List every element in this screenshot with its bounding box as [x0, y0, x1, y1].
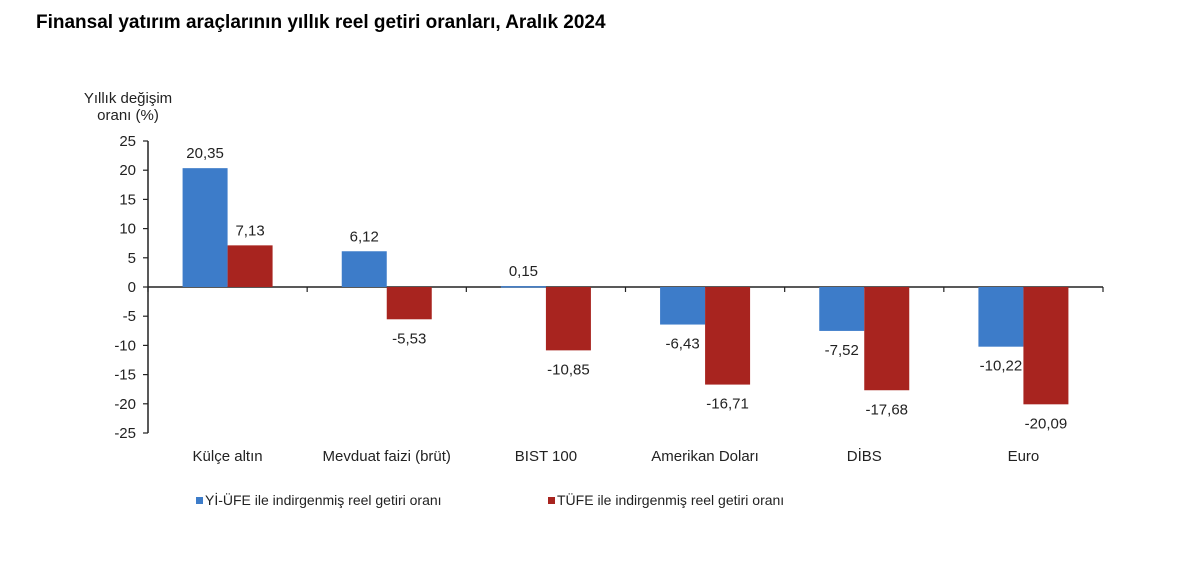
- bar-tufe: [386, 287, 432, 320]
- data-label: -5,53: [392, 330, 426, 347]
- bar-yi-ufe: [182, 168, 228, 287]
- bar-yi-ufe: [500, 286, 546, 288]
- category-label: Mevduat faizi (brüt): [323, 448, 451, 465]
- y-tick-label: 25: [119, 133, 136, 150]
- data-label: -7,52: [825, 342, 859, 359]
- category-label: DİBS: [847, 447, 882, 465]
- category-label: Külçe altın: [193, 448, 263, 465]
- bar-tufe: [545, 287, 591, 351]
- data-label: 7,13: [235, 222, 264, 239]
- legend-swatch-yi-ufe: [196, 497, 203, 504]
- y-tick-label: -20: [114, 396, 136, 413]
- legend-entry: TÜFE ile indirgenmiş reel getiri oranı: [557, 491, 784, 508]
- data-label: -10,85: [547, 361, 590, 378]
- y-tick-label: -15: [114, 367, 136, 384]
- bar-yi-ufe: [819, 287, 865, 331]
- bar-tufe: [705, 287, 751, 385]
- axes: 25 20 15 10 5 0 -5 -10 -15 -20 -25: [114, 133, 1104, 442]
- data-label: 0,15: [509, 263, 538, 280]
- data-label: -16,71: [706, 396, 749, 413]
- y-axis-title-line: Yıllık değişim: [84, 90, 172, 107]
- y-tick-label: -5: [123, 308, 136, 325]
- bar-yi-ufe: [341, 251, 387, 287]
- y-tick-label: 0: [128, 279, 136, 296]
- bars: [182, 168, 1069, 405]
- bar-yi-ufe: [978, 287, 1024, 347]
- y-tick-label: -10: [114, 337, 136, 354]
- bar-yi-ufe: [660, 287, 706, 325]
- data-label: 6,12: [350, 228, 379, 245]
- data-labels: 20,35 6,12 0,15 -6,43 -7,52 -10,22 7,13 -5,53 -1…: [186, 145, 1067, 432]
- data-label: -17,68: [865, 401, 908, 418]
- bar-tufe: [1023, 287, 1069, 405]
- data-label: -6,43: [665, 336, 699, 353]
- y-axis-title-line: oranı (%): [97, 107, 159, 124]
- category-label: Euro: [1008, 448, 1040, 465]
- data-label: -20,09: [1025, 415, 1068, 432]
- category-label: Amerikan Doları: [651, 448, 759, 465]
- chart-title: Finansal yatırım araçlarının yıllık reel…: [36, 12, 606, 33]
- legend-entry: Yİ-ÜFE ile indirgenmiş reel getiri oranı: [205, 491, 442, 508]
- y-tick-label: -25: [114, 425, 136, 442]
- y-tick-label: 10: [119, 221, 136, 238]
- legend: Yİ-ÜFE ile indirgenmiş reel getiri oranı…: [196, 491, 784, 508]
- bar-tufe: [864, 287, 910, 391]
- y-tick-label: 5: [128, 250, 136, 267]
- y-tick-label: 15: [119, 191, 136, 208]
- category-labels: Külçe altın Mevduat faizi (brüt) BIST 100 A…: [193, 447, 1040, 465]
- bar-tufe: [227, 245, 273, 287]
- data-label: -10,22: [980, 358, 1023, 375]
- legend-swatch-tufe: [548, 497, 555, 504]
- y-tick-label: 20: [119, 162, 136, 179]
- data-label: 20,35: [186, 145, 224, 162]
- category-label: BIST 100: [515, 448, 577, 465]
